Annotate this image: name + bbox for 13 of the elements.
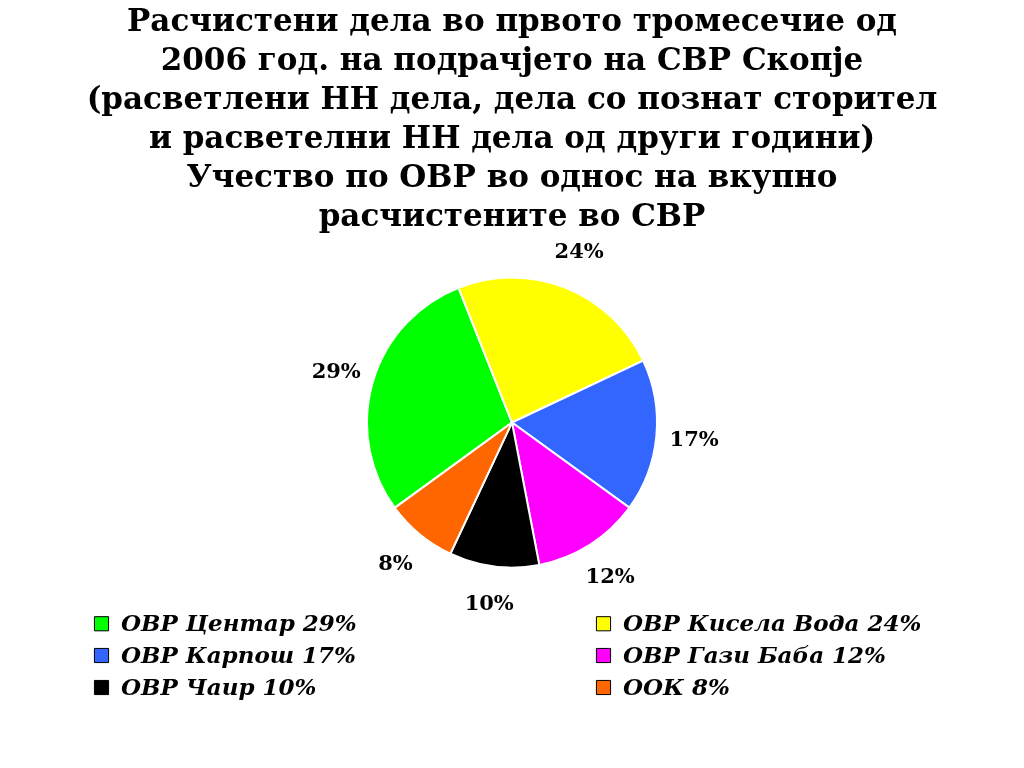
data-label: 24% — [554, 238, 604, 264]
legend-label: ОВР Центар 29% — [121, 608, 357, 636]
data-label: 17% — [669, 425, 719, 451]
data-label: 12% — [585, 562, 635, 588]
legend-label: ОВР Карпош 17% — [121, 640, 356, 668]
data-label: 10% — [464, 590, 514, 616]
data-label: 8% — [378, 549, 413, 575]
data-label: 29% — [311, 357, 361, 383]
legend-label: ООК 8% — [623, 672, 730, 700]
legend-label: ОВР Чаир 10% — [121, 672, 317, 700]
legend-label: ОВР Кисела Вода 24% — [623, 608, 922, 636]
legend-label: ОВР Гази Баба 12% — [623, 640, 886, 668]
chart-title: Расчистени дела во првото тромесечие од 2006 год. на подрачјето на СВР Скопје (расветлени НН дела, дела со познат сторител и расветелни НН дела од други години) Учество по ОВР во однос на вкупно расчистените во СВР — [86, 2, 938, 234]
